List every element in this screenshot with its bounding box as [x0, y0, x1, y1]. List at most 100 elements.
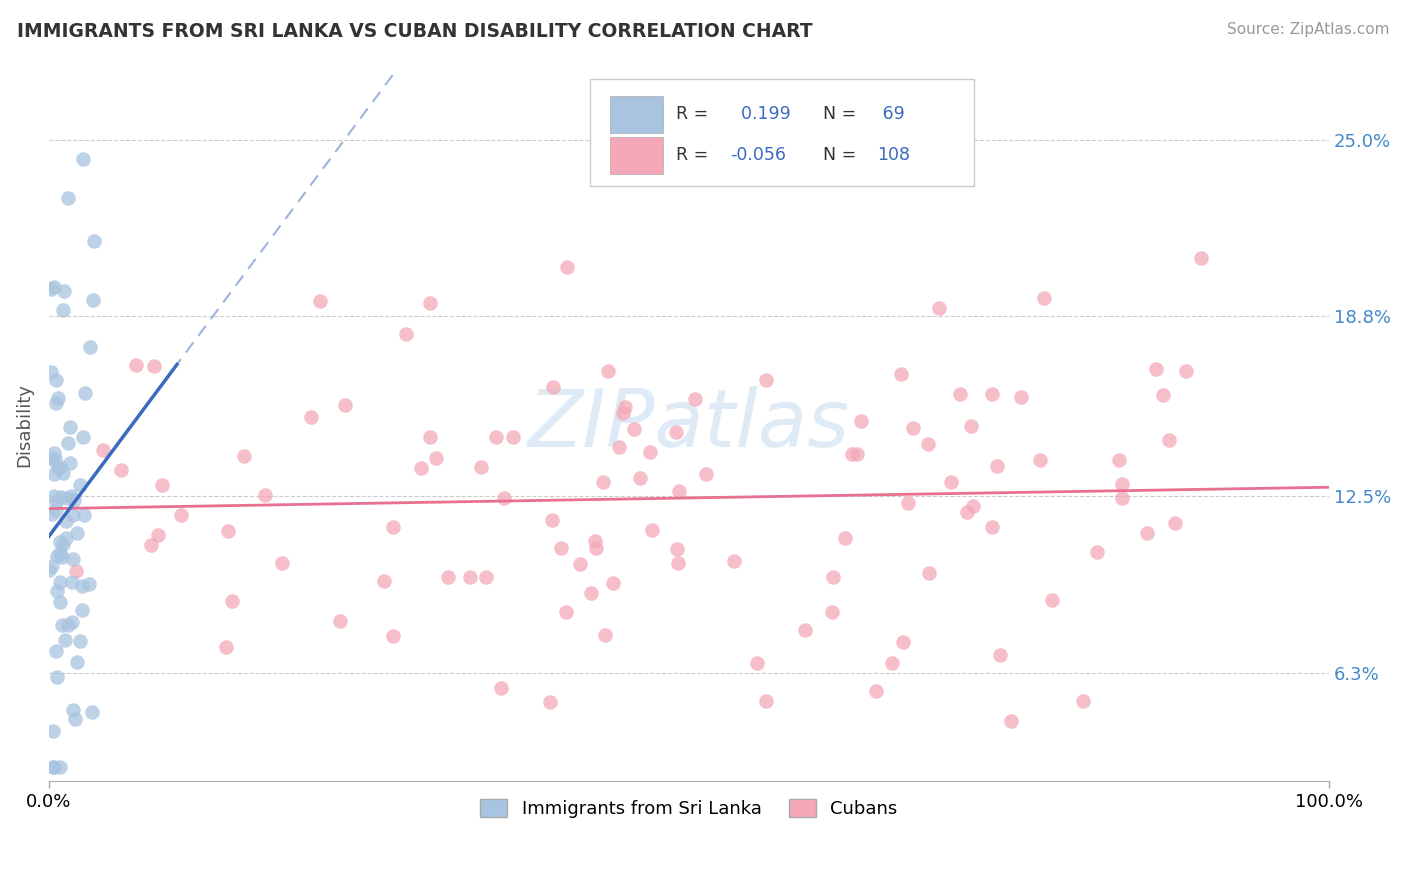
Point [49, 546, 72, 560]
Text: ZIPatlas: ZIPatlas [527, 385, 851, 464]
Point [665, 541, 688, 556]
Point [75, 386, 97, 401]
Point [628, 471, 651, 485]
Point [73, 508, 96, 523]
Point [917, 436, 939, 450]
Point [39, 282, 62, 296]
Point [962, 500, 984, 514]
Point [458, 570, 481, 584]
Point [70, 603, 93, 617]
Text: 108: 108 [877, 146, 910, 164]
Point [45, 644, 67, 658]
Y-axis label: Disability: Disability [15, 383, 32, 467]
Point [489, 681, 512, 696]
Point [583, 534, 606, 549]
Point [1164, 516, 1187, 530]
Point [823, 570, 845, 584]
Point [666, 556, 689, 570]
Point [550, 541, 572, 556]
Point [45, 373, 67, 387]
Point [981, 519, 1004, 533]
Point [72, 153, 94, 167]
Point [1189, 251, 1212, 265]
Point [475, 570, 498, 584]
Point [271, 556, 294, 570]
Point [918, 566, 941, 580]
Point [69, 634, 91, 648]
Point [939, 475, 962, 489]
Point [1071, 694, 1094, 708]
Legend: Immigrants from Sri Lanka, Cubans: Immigrants from Sri Lanka, Cubans [472, 791, 905, 825]
FancyBboxPatch shape [610, 136, 664, 174]
Point [956, 505, 979, 519]
Point [1152, 388, 1174, 402]
Point [170, 508, 193, 522]
Point [49, 595, 72, 609]
Point [568, 557, 591, 571]
Point [865, 683, 887, 698]
Point [52, 466, 75, 480]
Text: Source: ZipAtlas.com: Source: ZipAtlas.com [1226, 22, 1389, 37]
Point [41, 507, 63, 521]
Point [960, 419, 983, 434]
Point [55, 491, 77, 505]
Point [45, 502, 67, 516]
Point [63, 493, 86, 508]
Point [44, 280, 66, 294]
Point [592, 475, 614, 489]
Point [125, 358, 148, 372]
Point [152, 478, 174, 492]
Point [538, 695, 561, 709]
Point [42, 445, 65, 459]
Point [897, 496, 920, 510]
Point [981, 387, 1004, 401]
Point [41, 559, 63, 574]
Point [1157, 434, 1180, 448]
Point [221, 594, 243, 608]
Point [695, 467, 717, 481]
Point [485, 430, 508, 444]
Point [846, 447, 869, 461]
Point [841, 447, 863, 461]
Point [381, 520, 404, 534]
Point [72, 430, 94, 444]
Point [665, 425, 688, 440]
Point [602, 576, 624, 591]
FancyBboxPatch shape [610, 95, 664, 133]
Point [754, 694, 776, 708]
Text: -0.056: -0.056 [730, 146, 786, 164]
Point [52, 284, 75, 298]
Point [409, 460, 432, 475]
Point [755, 373, 778, 387]
Point [668, 484, 690, 499]
Point [59, 457, 82, 471]
Point [44, 452, 66, 467]
Point [623, 422, 645, 436]
Point [233, 449, 256, 463]
Point [990, 648, 1012, 662]
Point [51, 618, 73, 632]
FancyBboxPatch shape [591, 79, 974, 186]
Point [55, 514, 77, 528]
Point [44, 760, 66, 774]
Point [834, 531, 856, 545]
Point [217, 524, 239, 539]
Point [395, 326, 418, 341]
Point [48, 760, 70, 774]
Point [794, 623, 817, 637]
Point [70, 579, 93, 593]
Point [52, 303, 75, 318]
Point [51, 549, 73, 564]
Point [613, 401, 636, 415]
Point [80, 705, 103, 719]
Point [1032, 291, 1054, 305]
Point [986, 459, 1008, 474]
Point [723, 554, 745, 568]
Point [44, 490, 66, 504]
Point [1136, 525, 1159, 540]
Point [77, 577, 100, 591]
Point [45, 670, 67, 684]
Point [1040, 593, 1063, 607]
Point [555, 260, 578, 275]
Point [83, 235, 105, 249]
